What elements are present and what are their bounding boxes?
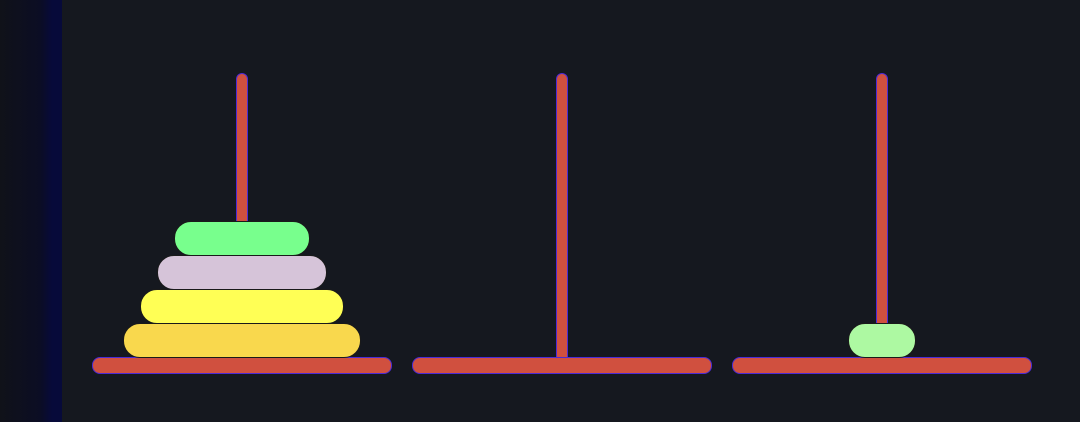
peg-1-base: [92, 357, 392, 374]
peg-3[interactable]: [732, 0, 1032, 422]
disk-size-5[interactable]: [140, 289, 344, 324]
left-edge-strip: [0, 0, 62, 422]
disk-size-1[interactable]: [848, 323, 916, 358]
peg-3-rod: [876, 73, 888, 363]
disk-size-4[interactable]: [157, 255, 327, 290]
disk-size-3[interactable]: [174, 221, 310, 256]
peg-3-base: [732, 357, 1032, 374]
peg-2-rod: [556, 73, 568, 363]
peg-1[interactable]: [92, 0, 392, 422]
disk-size-6[interactable]: [123, 323, 361, 358]
peg-2[interactable]: [412, 0, 712, 422]
peg-2-base: [412, 357, 712, 374]
